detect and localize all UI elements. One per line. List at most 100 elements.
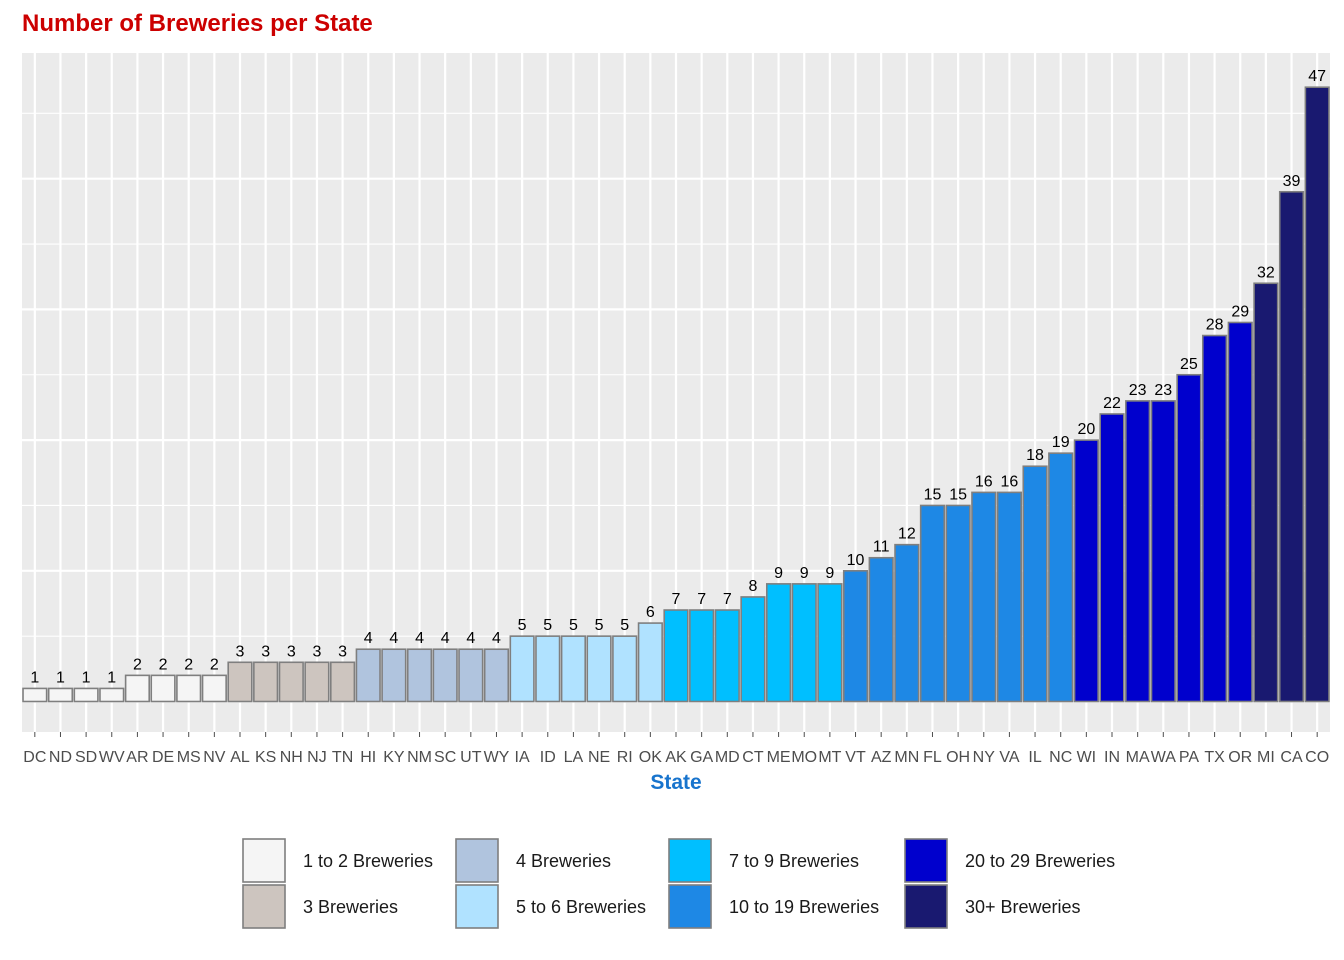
x-tick-label: OK xyxy=(639,749,662,766)
legend-label: 30+ Breweries xyxy=(965,897,1081,917)
bar-TN xyxy=(329,661,356,703)
x-tick-label: VT xyxy=(845,749,866,766)
legend-swatch xyxy=(242,838,286,883)
data-label: 3 xyxy=(236,643,245,660)
x-tick-label: IN xyxy=(1104,749,1120,766)
bar-SD xyxy=(73,687,99,703)
data-label: 5 xyxy=(595,617,604,634)
bar-CO xyxy=(1304,86,1330,703)
legend-swatch xyxy=(668,838,712,883)
data-label: 1 xyxy=(56,669,65,686)
data-label: 1 xyxy=(107,669,116,686)
bar-AL xyxy=(227,661,253,703)
bar-UT xyxy=(458,648,484,703)
data-label: 3 xyxy=(287,643,296,660)
x-tick-label: FL xyxy=(923,749,942,766)
data-label: 9 xyxy=(774,565,783,582)
bar-IL xyxy=(1022,465,1048,703)
data-label: 3 xyxy=(261,643,270,660)
x-tick-label: WA xyxy=(1151,749,1177,766)
bar-NY xyxy=(971,491,997,703)
x-tick-label: WI xyxy=(1077,749,1097,766)
data-label: 23 xyxy=(1154,382,1172,399)
legend-swatch xyxy=(904,838,948,883)
bar-MN xyxy=(894,543,920,703)
data-label: 2 xyxy=(210,656,219,673)
x-tick-label: MA xyxy=(1126,749,1150,766)
bar-MO xyxy=(791,583,817,703)
x-tick-label: DE xyxy=(152,749,174,766)
x-tick-label: RI xyxy=(617,749,633,766)
bar-ID xyxy=(535,635,561,703)
x-tick-label: TN xyxy=(332,749,353,766)
bar-VT xyxy=(842,569,869,703)
x-tick-label: MS xyxy=(177,749,201,766)
bar-MS xyxy=(176,674,202,703)
bar-NM xyxy=(406,648,433,703)
data-label: 1 xyxy=(82,669,91,686)
x-tick-label: ND xyxy=(49,749,72,766)
bar-MI xyxy=(1253,282,1279,703)
bar-WV xyxy=(99,687,125,703)
x-tick-label: DC xyxy=(23,749,46,766)
chart-title: Number of Breweries per State xyxy=(22,10,373,37)
data-label: 7 xyxy=(672,591,681,608)
data-label: 11 xyxy=(873,539,890,556)
bar-NC xyxy=(1048,452,1074,703)
data-label: 8 xyxy=(748,578,757,595)
data-label: 16 xyxy=(1001,473,1019,490)
bar-LA xyxy=(560,635,587,703)
x-tick-label: TX xyxy=(1204,749,1225,766)
data-label: 28 xyxy=(1206,317,1224,334)
legend-swatch xyxy=(455,884,499,929)
bar-RI xyxy=(612,635,638,703)
legend-label: 20 to 29 Breweries xyxy=(965,851,1115,871)
legend-swatch xyxy=(242,884,286,929)
bar-WY xyxy=(483,648,510,703)
data-label: 25 xyxy=(1180,356,1198,373)
bar-NV xyxy=(201,674,227,703)
data-label: 7 xyxy=(697,591,706,608)
data-label: 4 xyxy=(364,630,373,647)
legend-label: 7 to 9 Breweries xyxy=(729,851,859,871)
data-label: 2 xyxy=(184,656,193,673)
x-tick-label: AZ xyxy=(871,749,892,766)
x-tick-label: IA xyxy=(515,749,530,766)
data-label: 16 xyxy=(975,473,993,490)
legend-swatch xyxy=(455,838,499,883)
data-label: 4 xyxy=(492,630,501,647)
data-label: 9 xyxy=(800,565,809,582)
x-tick-label: ME xyxy=(767,749,791,766)
data-label: 12 xyxy=(898,526,916,543)
x-tick-label: IL xyxy=(1028,749,1041,766)
bar-CA xyxy=(1278,190,1305,703)
x-tick-label: SC xyxy=(434,749,456,766)
data-label: 5 xyxy=(518,617,527,634)
x-tick-label: CA xyxy=(1280,749,1303,766)
data-label: 32 xyxy=(1257,264,1275,281)
data-label: 19 xyxy=(1052,434,1070,451)
bar-CT xyxy=(740,596,766,703)
legend-label: 10 to 19 Breweries xyxy=(729,897,879,917)
data-label: 7 xyxy=(723,591,732,608)
bar-KS xyxy=(253,661,279,703)
bar-ND xyxy=(47,687,74,703)
legend-swatch xyxy=(668,884,712,929)
x-tick-label: LA xyxy=(564,749,584,766)
x-tick-label: CO xyxy=(1305,749,1329,766)
data-label: 3 xyxy=(312,643,321,660)
x-tick-label: MD xyxy=(715,749,740,766)
bar-FL xyxy=(919,504,946,703)
bar-OR xyxy=(1227,321,1253,703)
bar-AZ xyxy=(868,556,894,703)
data-label: 5 xyxy=(569,617,578,634)
bar-PA xyxy=(1176,373,1202,703)
x-tick-label: OR xyxy=(1228,749,1252,766)
bar-HI xyxy=(355,648,381,703)
x-tick-label: NM xyxy=(407,749,432,766)
legend-swatch xyxy=(904,884,948,929)
x-tick-label: ID xyxy=(540,749,556,766)
bar-NH xyxy=(278,661,304,703)
x-tick-label: WV xyxy=(99,749,125,766)
